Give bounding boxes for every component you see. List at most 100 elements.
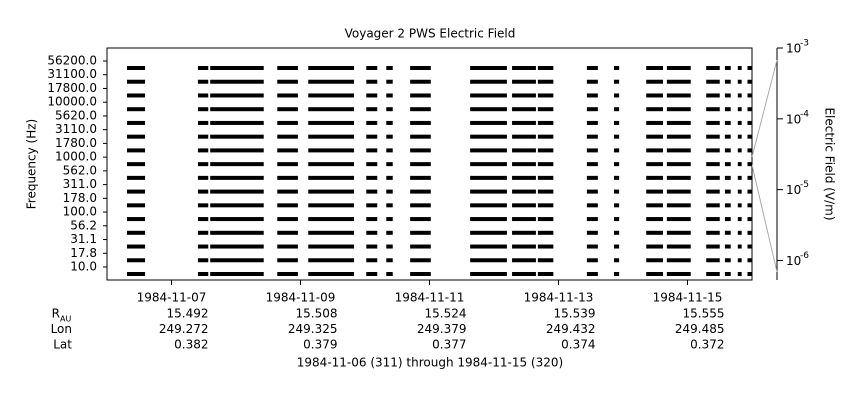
- ephemeris-value: 249.485: [675, 322, 725, 336]
- channel-trace: [277, 120, 298, 125]
- channel-trace: [308, 120, 355, 125]
- channel-trace: [308, 230, 355, 235]
- channel-trace: [470, 258, 507, 263]
- ephemeris-value: 15.508: [296, 307, 338, 321]
- channel-trace: [126, 79, 146, 84]
- channel-trace: [366, 148, 378, 153]
- channel-trace: [410, 148, 431, 153]
- channel-trace: [613, 272, 620, 276]
- channel-trace: [366, 244, 378, 249]
- ephemeris-value: 15.492: [167, 307, 209, 321]
- channel-trace: [410, 120, 431, 125]
- channel-trace: [386, 148, 393, 153]
- channel-trace: [747, 162, 752, 167]
- ephemeris-value: 15.555: [683, 307, 725, 321]
- channel-trace: [512, 230, 536, 235]
- channel-trace: [197, 189, 209, 194]
- channel-trace: [277, 203, 298, 208]
- channel-trace: [126, 258, 146, 263]
- channel-trace: [386, 134, 393, 139]
- y2-tick-exponent: -5: [800, 180, 809, 190]
- channel-trace: [666, 107, 691, 112]
- channel-trace: [386, 230, 393, 235]
- channel-trace: [308, 93, 355, 98]
- channel-trace: [706, 230, 720, 235]
- channel-trace: [666, 244, 691, 249]
- channel-trace: [386, 189, 393, 194]
- channel-trace: [747, 272, 752, 276]
- channel-trace: [410, 79, 431, 84]
- channel-trace: [210, 189, 264, 194]
- y-tick-label: 100.0: [63, 205, 97, 219]
- channel-trace: [586, 162, 598, 167]
- channel-trace: [512, 134, 536, 139]
- channel-trace: [308, 175, 355, 180]
- channel-trace: [724, 230, 731, 235]
- channel-trace: [210, 107, 264, 112]
- channel-trace: [512, 217, 536, 222]
- channel-trace: [613, 93, 620, 98]
- channel-trace: [706, 134, 720, 139]
- channel-trace: [126, 120, 146, 125]
- channel-trace: [512, 66, 536, 70]
- channel-trace: [586, 258, 598, 263]
- channel-trace: [737, 93, 742, 98]
- channel-trace: [512, 162, 536, 167]
- channel-trace: [470, 148, 507, 153]
- channel-trace: [126, 203, 146, 208]
- channel-trace: [747, 258, 752, 263]
- channel-trace: [512, 93, 536, 98]
- channel-trace: [706, 148, 720, 153]
- channel-trace: [537, 244, 554, 249]
- y-tick-label: 3110.0: [55, 122, 97, 136]
- channel-trace: [737, 107, 742, 112]
- ephemeris-label: R: [52, 307, 60, 321]
- y-tick-label: 31.1: [70, 232, 97, 246]
- ephemeris-value: 0.382: [174, 338, 208, 352]
- channel-trace: [747, 148, 752, 153]
- channel-trace: [666, 148, 691, 153]
- channel-trace: [613, 217, 620, 222]
- channel-trace: [537, 203, 554, 208]
- channel-trace: [646, 244, 663, 249]
- channel-trace: [197, 217, 209, 222]
- y2-tick-exponent: -4: [800, 109, 809, 119]
- channel-trace: [706, 162, 720, 167]
- channel-trace: [470, 93, 507, 98]
- channel-trace: [210, 217, 264, 222]
- channel-trace: [386, 272, 393, 276]
- channel-trace: [308, 244, 355, 249]
- channel-trace: [586, 107, 598, 112]
- channel-trace: [537, 162, 554, 167]
- channel-trace: [512, 107, 536, 112]
- channel-trace: [747, 93, 752, 98]
- channel-trace: [386, 79, 393, 84]
- channel-trace: [724, 175, 731, 180]
- x-tick-label: 1984-11-09: [266, 291, 336, 305]
- channel-trace: [512, 120, 536, 125]
- channel-trace: [666, 66, 691, 70]
- channel-trace: [586, 203, 598, 208]
- channel-trace: [470, 175, 507, 180]
- channel-trace: [210, 120, 264, 125]
- channel-trace: [410, 107, 431, 112]
- channel-trace: [277, 107, 298, 112]
- channel-trace: [537, 189, 554, 194]
- channel-trace: [586, 93, 598, 98]
- channel-trace: [613, 120, 620, 125]
- channel-trace: [308, 272, 355, 276]
- channel-trace: [724, 107, 731, 112]
- channel-trace: [210, 79, 264, 84]
- y-tick-label: 311.0: [63, 177, 97, 191]
- channel-trace: [706, 107, 720, 112]
- channel-trace: [613, 66, 620, 70]
- channel-trace: [210, 175, 264, 180]
- channel-trace: [366, 217, 378, 222]
- channel-trace: [197, 79, 209, 84]
- channel-trace: [197, 175, 209, 180]
- channel-trace: [724, 217, 731, 222]
- channel-trace: [277, 272, 298, 276]
- channel-trace: [410, 272, 431, 276]
- channel-trace: [197, 162, 209, 167]
- channel-trace: [666, 120, 691, 125]
